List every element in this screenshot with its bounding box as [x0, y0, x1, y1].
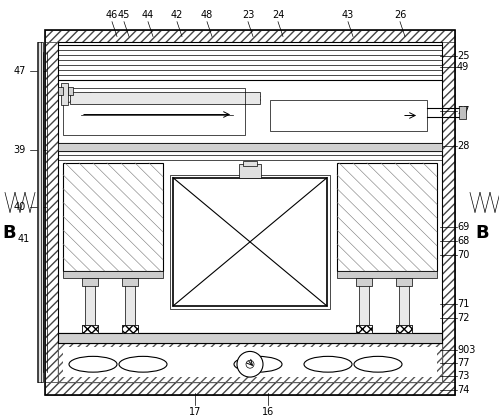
Bar: [63, 347, 437, 377]
Bar: [58, 342, 442, 382]
Ellipse shape: [119, 357, 167, 372]
Text: 49: 49: [457, 62, 469, 72]
Bar: [359, 278, 369, 333]
Bar: [337, 271, 437, 278]
Text: 42: 42: [171, 10, 183, 20]
Text: 44: 44: [142, 10, 154, 20]
Text: 46: 46: [106, 10, 118, 20]
Bar: [125, 278, 135, 333]
Bar: [68, 87, 73, 95]
Text: 23: 23: [242, 10, 254, 20]
Text: 48: 48: [201, 10, 213, 20]
Text: 69: 69: [457, 222, 469, 232]
Bar: [58, 43, 442, 382]
Bar: [356, 278, 372, 286]
Text: 43: 43: [342, 10, 354, 20]
Text: 16: 16: [262, 407, 274, 417]
Bar: [61, 83, 68, 104]
Bar: [82, 325, 98, 333]
Bar: [58, 342, 442, 382]
Bar: [173, 178, 327, 306]
Text: 77: 77: [457, 358, 470, 368]
Bar: [122, 325, 138, 333]
Text: B: B: [475, 224, 489, 242]
Text: 45: 45: [118, 10, 130, 20]
Bar: [399, 278, 409, 333]
Text: 74: 74: [457, 385, 470, 395]
Text: 25: 25: [457, 51, 470, 61]
Bar: [45, 43, 58, 382]
Bar: [122, 325, 138, 333]
Bar: [122, 278, 138, 286]
Bar: [45, 30, 455, 43]
Bar: [459, 106, 466, 120]
Text: 70: 70: [457, 250, 470, 260]
Bar: [45, 30, 455, 395]
Bar: [356, 325, 372, 333]
Ellipse shape: [69, 357, 117, 372]
Bar: [58, 333, 442, 342]
Circle shape: [246, 360, 254, 368]
Text: 39: 39: [14, 145, 26, 155]
Bar: [63, 271, 163, 278]
Bar: [45, 382, 455, 395]
Text: 68: 68: [457, 236, 469, 246]
Bar: [396, 325, 412, 333]
Text: 27: 27: [457, 106, 470, 115]
Bar: [270, 100, 427, 131]
Text: 26: 26: [394, 10, 406, 20]
Bar: [58, 87, 63, 95]
Bar: [356, 325, 372, 333]
Bar: [70, 92, 260, 104]
Ellipse shape: [304, 357, 352, 372]
Bar: [82, 325, 98, 333]
Text: 28: 28: [457, 141, 470, 151]
Bar: [58, 143, 442, 151]
Bar: [85, 278, 95, 333]
Text: 72: 72: [457, 313, 470, 323]
Text: 47: 47: [13, 66, 26, 76]
Text: 40: 40: [14, 202, 26, 212]
Text: 73: 73: [457, 371, 470, 381]
Bar: [337, 163, 437, 271]
Bar: [58, 333, 442, 342]
Ellipse shape: [354, 357, 402, 372]
Bar: [243, 161, 257, 166]
Text: 41: 41: [18, 234, 30, 244]
Text: 71: 71: [457, 299, 470, 309]
Bar: [37, 43, 43, 382]
Bar: [82, 278, 98, 286]
Bar: [58, 155, 442, 160]
Text: 903: 903: [457, 345, 476, 355]
Bar: [396, 325, 412, 333]
Text: 17: 17: [189, 407, 201, 417]
Bar: [63, 88, 245, 135]
Text: 24: 24: [272, 10, 284, 20]
Bar: [239, 164, 261, 178]
Bar: [442, 43, 455, 382]
Ellipse shape: [234, 357, 282, 372]
Bar: [396, 278, 412, 286]
Text: B: B: [2, 224, 15, 242]
Bar: [170, 175, 330, 309]
Bar: [63, 163, 163, 271]
Circle shape: [237, 352, 263, 377]
